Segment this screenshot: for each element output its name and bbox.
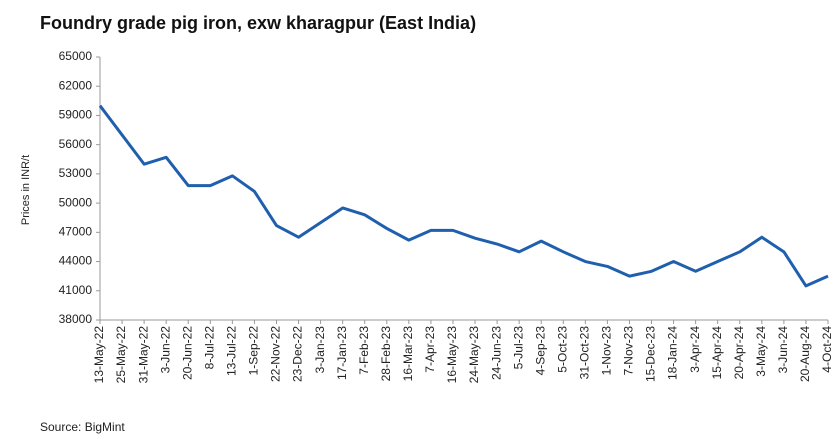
x-tick-label: 31-Oct-23	[578, 326, 592, 380]
x-tick-label: 3-Jun-24	[776, 326, 790, 374]
x-tick-label: 7-Apr-23	[423, 326, 437, 373]
x-tick-label: 24-May-23	[467, 326, 481, 384]
y-tick-label: 47000	[59, 225, 93, 239]
y-tick-label: 38000	[59, 312, 93, 326]
y-tick-label: 53000	[59, 166, 93, 180]
x-tick-label: 23-Dec-22	[291, 326, 305, 382]
x-tick-label: 16-May-23	[445, 326, 459, 384]
y-tick-label: 59000	[59, 108, 93, 122]
x-tick-label: 20-Jun-22	[180, 326, 194, 380]
x-tick-label: 16-Mar-23	[401, 326, 415, 382]
x-tick-label: 20-Apr-24	[732, 326, 746, 380]
x-tick-label: 4-Oct-24	[820, 326, 834, 373]
x-tick-label: 4-Sep-23	[533, 326, 547, 376]
x-tick-label: 20-Aug-24	[798, 326, 812, 382]
x-tick-label: 24-Jun-23	[489, 326, 503, 380]
x-tick-label: 31-May-22	[136, 326, 150, 384]
x-tick-label: 15-Apr-24	[710, 326, 724, 380]
chart-title: Foundry grade pig iron, exw kharagpur (E…	[40, 13, 476, 33]
source: Source: BigMint	[40, 420, 125, 434]
y-axis-label: Prices in INR/t	[20, 155, 32, 225]
x-tick-label: 28-Feb-23	[379, 326, 393, 382]
y-tick-label: 62000	[59, 78, 93, 92]
y-tick-label: 41000	[59, 283, 93, 297]
x-tick-label: 7-Feb-23	[357, 326, 371, 375]
x-tick-label: 3-Jun-22	[158, 326, 172, 374]
x-tick-label: 1-Nov-23	[600, 326, 614, 376]
x-tick-label: 3-Apr-24	[688, 326, 702, 373]
x-tick-label: 1-Sep-22	[247, 326, 261, 376]
x-tick-label: 22-Nov-22	[269, 326, 283, 382]
x-tick-label: 15-Dec-23	[644, 326, 658, 382]
x-tick-label: 17-Jan-23	[335, 326, 349, 380]
y-tick-label: 50000	[59, 195, 93, 209]
x-tick-label: 13-May-22	[92, 326, 106, 384]
x-tick-label: 5-Oct-23	[555, 326, 569, 373]
x-tick-label: 8-Jul-22	[202, 326, 216, 370]
y-tick-label: 56000	[59, 137, 93, 151]
line-series	[98, 104, 829, 288]
y-tick-label: 65000	[59, 49, 93, 63]
x-tick-label: 5-Jul-23	[511, 326, 525, 370]
x-tick-label: 7-Nov-23	[622, 326, 636, 376]
x-tick-label: 3-Jan-23	[313, 326, 327, 374]
y-tick-label: 44000	[59, 254, 93, 268]
x-tick-label: 18-Jan-24	[666, 326, 680, 380]
x-tick-label: 3-May-24	[754, 326, 768, 377]
x-tick-label: 25-May-22	[114, 326, 128, 384]
x-tick-label: 13-Jul-22	[225, 326, 239, 376]
